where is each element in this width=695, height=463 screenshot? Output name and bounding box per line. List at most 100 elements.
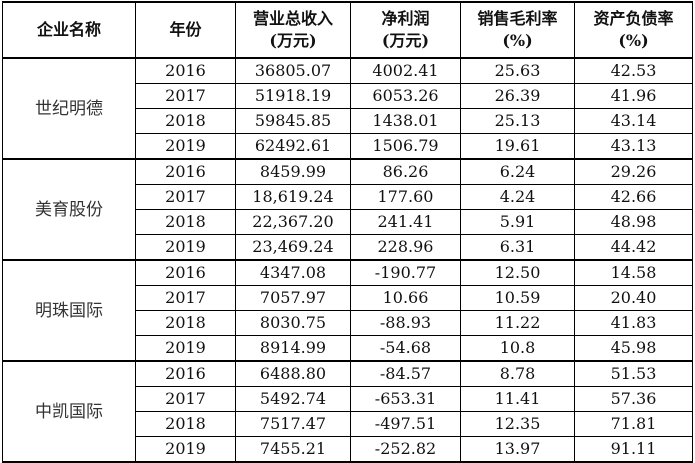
table-cell: 6.24 [460, 158, 575, 185]
table-cell: 2017 [135, 386, 236, 412]
table-cell: 6.31 [460, 234, 575, 261]
table-cell: 241.41 [350, 209, 461, 235]
table-cell: 41.96 [574, 83, 693, 109]
table-cell: 2019 [135, 436, 236, 463]
table-cell: -190.77 [350, 259, 461, 286]
header-cell: 资产负债率 (%) [574, 1, 693, 59]
table-cell: 177.60 [350, 184, 461, 210]
table-cell: 10.59 [460, 285, 575, 311]
table-cell: 41.83 [574, 310, 693, 336]
table-cell: 86.26 [350, 158, 461, 185]
table-cell: 12.35 [460, 411, 575, 437]
company-name: 明珠国际 [2, 259, 136, 362]
table-cell: -653.31 [350, 386, 461, 412]
table-cell: 2019 [135, 335, 236, 362]
header-row: 企业名称 年份 营业总收入 (万元) 净利润 (万元) 销售毛利率 (%) 资产负债率 (%) [2, 1, 693, 59]
table-cell: 2016 [135, 259, 236, 286]
table-cell: 2018 [135, 209, 236, 235]
table-row: 2017 5492.74 -653.31 11.41 57.36 [3, 386, 693, 412]
table-cell: 20.40 [574, 285, 693, 311]
table-cell: 42.53 [574, 57, 693, 84]
table-cell: 5.91 [460, 209, 575, 235]
table-cell: 6053.26 [350, 83, 461, 109]
header-cell: 营业总收入 (万元) [235, 1, 351, 59]
table-cell: 51918.19 [235, 83, 351, 109]
table-cell: 43.13 [574, 133, 693, 160]
table-row: 2018 7517.47 -497.51 12.35 71.81 [3, 411, 693, 437]
table-cell: 12.50 [460, 259, 575, 286]
table-cell: 10.66 [350, 285, 461, 311]
table-cell: 10.8 [460, 335, 575, 362]
table-cell: 2018 [135, 411, 236, 437]
table-cell: 8459.99 [235, 158, 351, 185]
header-text: 年份 [169, 20, 202, 39]
table-cell: 1506.79 [350, 133, 461, 160]
table-cell: 44.42 [574, 234, 693, 261]
table-cell: 7517.47 [235, 411, 351, 437]
header-cell: 企业名称 [2, 1, 136, 59]
header-text: (万元) [381, 31, 430, 50]
table-row: 世纪明德 2016 36805.07 4002.41 25.63 42.53 [2, 57, 693, 160]
header-cell: 净利润 (万元) [350, 1, 461, 59]
table-cell: 22,367.20 [235, 209, 351, 235]
table-cell: 2017 [135, 83, 236, 109]
table-cell: 2016 [135, 360, 236, 387]
table-cell: 1438.01 [350, 108, 461, 134]
table-cell: -252.82 [350, 436, 461, 463]
header-cell: 年份 [135, 1, 236, 59]
table-cell: 2017 [135, 285, 236, 311]
table-cell: 25.63 [460, 57, 575, 84]
table-row: 2017 51918.19 6053.26 26.39 41.96 [3, 83, 693, 109]
table-cell: 19.61 [460, 133, 575, 160]
table-cell: 2017 [135, 184, 236, 210]
table-cell: 25.13 [460, 108, 575, 134]
table-cell: 59845.85 [235, 108, 351, 134]
company-name: 世纪明德 [2, 57, 136, 160]
table-row: 明珠国际 2016 4347.08 -190.77 12.50 14.58 [2, 259, 693, 362]
table-cell: 57.36 [574, 386, 693, 412]
table-cell: 13.97 [460, 436, 575, 463]
table-cell: 71.81 [574, 411, 693, 437]
table-cell: 36805.07 [235, 57, 351, 84]
table-cell: 2018 [135, 108, 236, 134]
table-cell: 8030.75 [235, 310, 351, 336]
table-cell: 51.53 [574, 360, 693, 387]
table-row: 2019 23,469.24 228.96 6.31 44.42 [3, 234, 693, 261]
company-name: 美育股份 [2, 158, 136, 261]
table-cell: 2019 [135, 133, 236, 160]
table-cell: 4002.41 [350, 57, 461, 84]
header-text: 营业总收入 [252, 9, 333, 28]
table-cell: 14.58 [574, 259, 693, 286]
header-text: 资产负债率 [593, 9, 674, 28]
table-cell: 91.11 [574, 436, 693, 463]
table-cell: 23,469.24 [235, 234, 351, 261]
header-text: 销售毛利率 [477, 9, 558, 28]
header-text: (%) [502, 31, 533, 50]
table-row: 美育股份 2016 8459.99 86.26 6.24 29.26 [2, 158, 693, 261]
table-cell: 42.66 [574, 184, 693, 210]
table-cell: 43.14 [574, 108, 693, 134]
table-cell: 26.39 [460, 83, 575, 109]
header-text: 企业名称 [36, 20, 101, 39]
table-cell: -54.68 [350, 335, 461, 362]
header-cell: 销售毛利率 (%) [460, 1, 575, 59]
table-row: 2018 22,367.20 241.41 5.91 48.98 [3, 209, 693, 235]
table-cell: 7057.97 [235, 285, 351, 311]
table-cell: 5492.74 [235, 386, 351, 412]
table-row: 2018 59845.85 1438.01 25.13 43.14 [3, 108, 693, 134]
table-cell: 48.98 [574, 209, 693, 235]
header-text: (万元) [269, 31, 317, 50]
company-name: 中凯国际 [2, 360, 136, 463]
header-text: (%) [618, 31, 649, 50]
table-cell: 11.22 [460, 310, 575, 336]
table-cell: -84.57 [350, 360, 461, 387]
table-row: 2017 18,619.24 177.60 4.24 42.66 [3, 184, 693, 210]
table-cell: 7455.21 [235, 436, 351, 463]
table-cell: 8.78 [460, 360, 575, 387]
table-row: 2018 8030.75 -88.93 11.22 41.83 [3, 310, 693, 336]
table-cell: 45.98 [574, 335, 693, 362]
table-cell: 29.26 [574, 158, 693, 185]
table-cell: 228.96 [350, 234, 461, 261]
header-text: 净利润 [381, 9, 430, 28]
